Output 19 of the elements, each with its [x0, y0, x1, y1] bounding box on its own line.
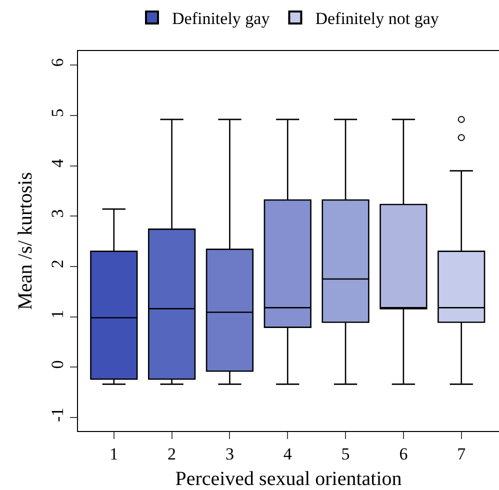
y-axis-title: Mean /s/ kurtosis — [14, 172, 37, 310]
y-tick-label: 0 — [48, 360, 68, 369]
y-tick-label: 3 — [48, 209, 68, 218]
x-tick-label: 5 — [341, 444, 350, 464]
y-tick-label: 6 — [48, 58, 68, 67]
x-axis-title: Perceived sexual orientation — [175, 468, 402, 490]
x-tick-label: 2 — [168, 444, 176, 464]
y-tick-label: 2 — [48, 260, 68, 268]
y-tick-label: 4 — [48, 158, 68, 168]
y-tick-label: 5 — [48, 108, 68, 118]
legend-label: Definitely gay — [172, 9, 270, 28]
legend-label: Definitely not gay — [315, 9, 440, 28]
x-tick-label: 7 — [457, 444, 466, 464]
y-tick-label: -1 — [48, 408, 68, 422]
x-tick-label: 6 — [399, 444, 408, 464]
y-tick-label: 1 — [48, 310, 68, 318]
x-tick-label: 1 — [110, 444, 118, 464]
x-tick-label: 4 — [283, 444, 292, 464]
x-tick-label: 3 — [225, 444, 234, 464]
